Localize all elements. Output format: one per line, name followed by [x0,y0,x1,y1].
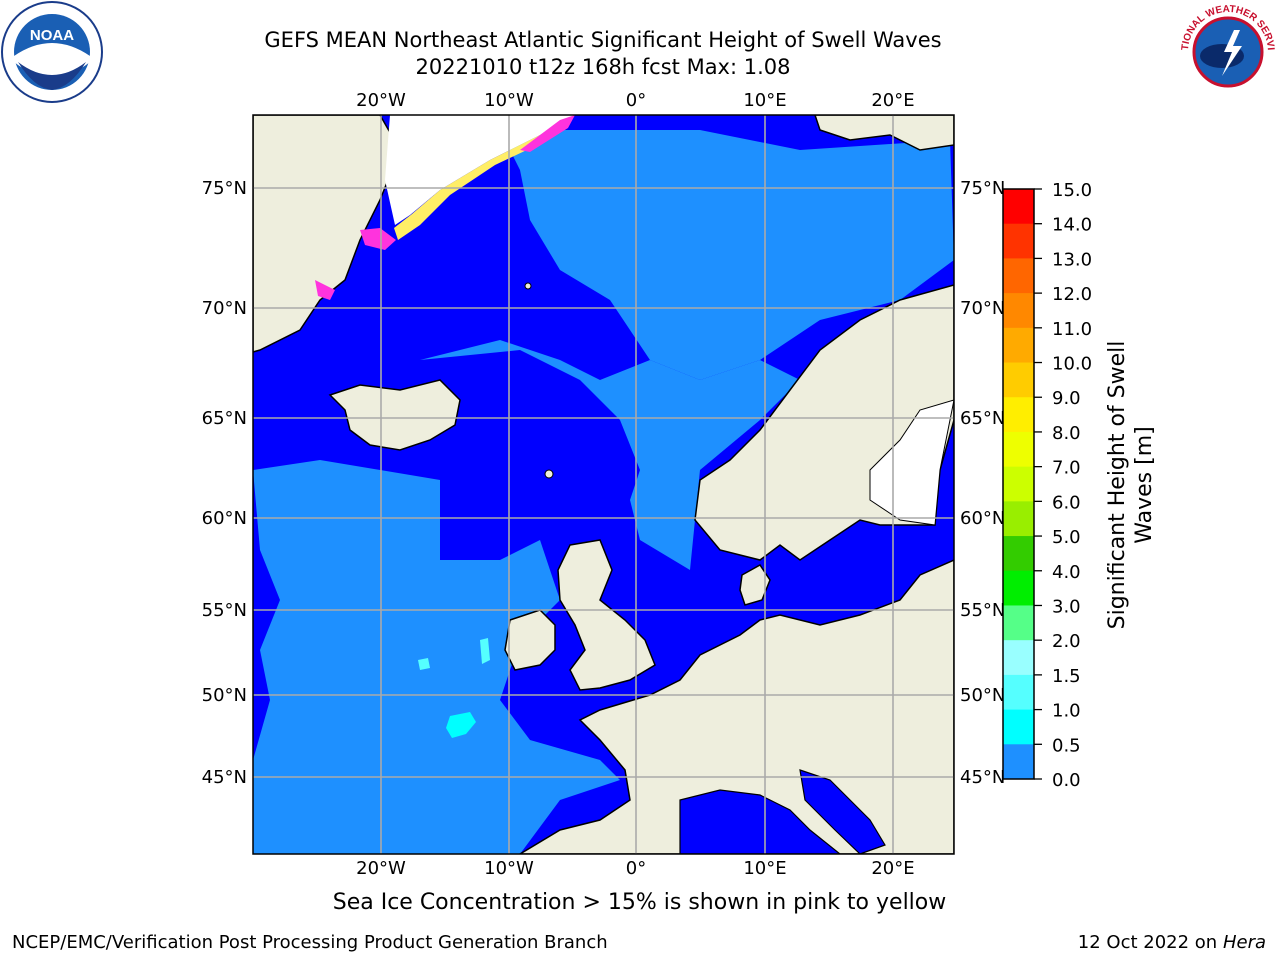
lon-label-top: 20°W [356,90,406,111]
lat-label-right: 55°N [960,600,1005,621]
colorbar-tick-label: 2.0 [1052,631,1081,652]
colorbar-tick-label: 0.5 [1052,735,1081,756]
island-faroe [544,469,554,479]
lat-label-left: 60°N [202,508,247,529]
colorbar-tick-label: 1.5 [1052,666,1081,687]
colorbar-swatch [1003,640,1034,676]
sea-ice-white [385,115,575,225]
map-title: GEFS MEAN Northeast Atlantic Significant… [264,28,942,52]
colorbar-label: Waves [m] [1132,426,1157,543]
noaa-logo: NOAA [1,1,103,103]
nws-logo: NATIONAL WEATHER SERVICE [1176,0,1278,102]
colorbar-tick-label: 3.0 [1052,596,1081,617]
land-great-britain [557,539,656,691]
colorbar-tick-label: 0.0 [1052,770,1081,791]
colorbar-swatch [1003,570,1034,606]
lat-label-right: 45°N [960,767,1005,788]
land-svalbard [814,115,954,151]
colorbar-tick-label: 10.0 [1052,354,1092,375]
colorbar-swatch [1003,397,1034,433]
colorbar-swatch [1003,605,1034,641]
swell-region-south [253,460,620,854]
colorbar-swatch [1003,709,1034,745]
colorbar-swatch [1003,189,1034,225]
colorbar [1003,189,1034,780]
colorbar-swatch [1003,744,1034,780]
lat-label-right: 65°N [960,408,1005,429]
map-frame [252,114,955,855]
colorbar-swatch [1003,362,1034,398]
colorbar-swatch [1003,501,1034,537]
map-subtitle: 20221010 t12z 168h fcst Max: 1.08 [415,55,791,79]
lon-label-top: 20°E [871,90,914,111]
lat-label-right: 75°N [960,178,1005,199]
lon-label-top: 10°E [743,90,786,111]
sea-ice-note: Sea Ice Concentration > 15% is shown in … [332,890,947,915]
footer-date-text: 12 Oct 2022 on [1077,932,1223,953]
colorbar-tick-label: 6.0 [1052,492,1081,513]
lon-label-top: 10°W [484,90,534,111]
swell-spot-cyan-1 [446,712,476,738]
lon-label-bottom: 20°E [871,858,914,879]
swell-region-north [500,130,954,380]
island-jan-mayen [524,282,532,290]
colorbar-tick-label: 12.0 [1052,284,1092,305]
lon-label-bottom: 10°W [484,858,534,879]
colorbar-frame [1002,188,1035,780]
lat-label-left: 55°N [202,600,247,621]
lat-label-right: 60°N [960,508,1005,529]
swell-spot-cyan-3 [480,638,490,664]
colorbar-swatch [1003,258,1034,294]
lat-label-left: 50°N [202,685,247,706]
colorbar-swatch [1003,674,1034,711]
land-denmark [739,564,771,606]
colorbar-tick-label: 9.0 [1052,388,1081,409]
colorbar-tick-label: 15.0 [1052,180,1092,201]
colorbar-tick-label: 5.0 [1052,527,1081,548]
swell-region-central [420,340,800,570]
colorbar-swatch [1003,431,1034,468]
colorbar-tick-label: 13.0 [1052,249,1092,270]
footer-credit: NCEP/EMC/Verification Post Processing Pr… [12,932,608,953]
lat-label-right: 70°N [960,298,1005,319]
colorbar-tick-label: 4.0 [1052,562,1081,583]
colorbar-swatch [1003,223,1034,259]
lat-label-left: 70°N [202,298,247,319]
colorbar-tick-label: 14.0 [1052,215,1092,236]
colorbar-swatch [1003,327,1034,364]
colorbar-tick-label: 11.0 [1052,319,1092,340]
land-ireland [504,609,556,671]
colorbar-tick-label: 7.0 [1052,458,1081,479]
footer-date: 12 Oct 2022 on Hera [1078,932,1266,953]
sea-ice-edge-pink [315,115,575,300]
lat-label-right: 50°N [960,685,1005,706]
colorbar-label: Significant Height of Swell [1105,341,1130,630]
lat-label-left: 45°N [202,767,247,788]
swell-spot-cyan-2 [418,658,430,670]
lat-label-left: 75°N [202,178,247,199]
lat-label-left: 65°N [202,408,247,429]
colorbar-swatch [1003,293,1034,329]
colorbar-tick-label: 8.0 [1052,423,1081,444]
lon-label-bottom: 0° [626,858,646,879]
lon-label-bottom: 10°E [743,858,786,879]
footer-machine: Hera [1222,932,1266,953]
colorbar-swatch [1003,536,1034,572]
colorbar-tick-label: 1.0 [1052,701,1081,722]
sea-mediterranean [679,789,841,854]
colorbar-swatch [1003,466,1034,502]
sea-gulf-bothnia [869,399,954,526]
lon-label-bottom: 20°W [356,858,406,879]
sea-adriatic [799,769,886,854]
noaa-logo-text: NOAA [30,27,74,44]
graticule [253,115,954,854]
lon-label-top: 0° [626,90,646,111]
land-iceland [328,379,461,451]
